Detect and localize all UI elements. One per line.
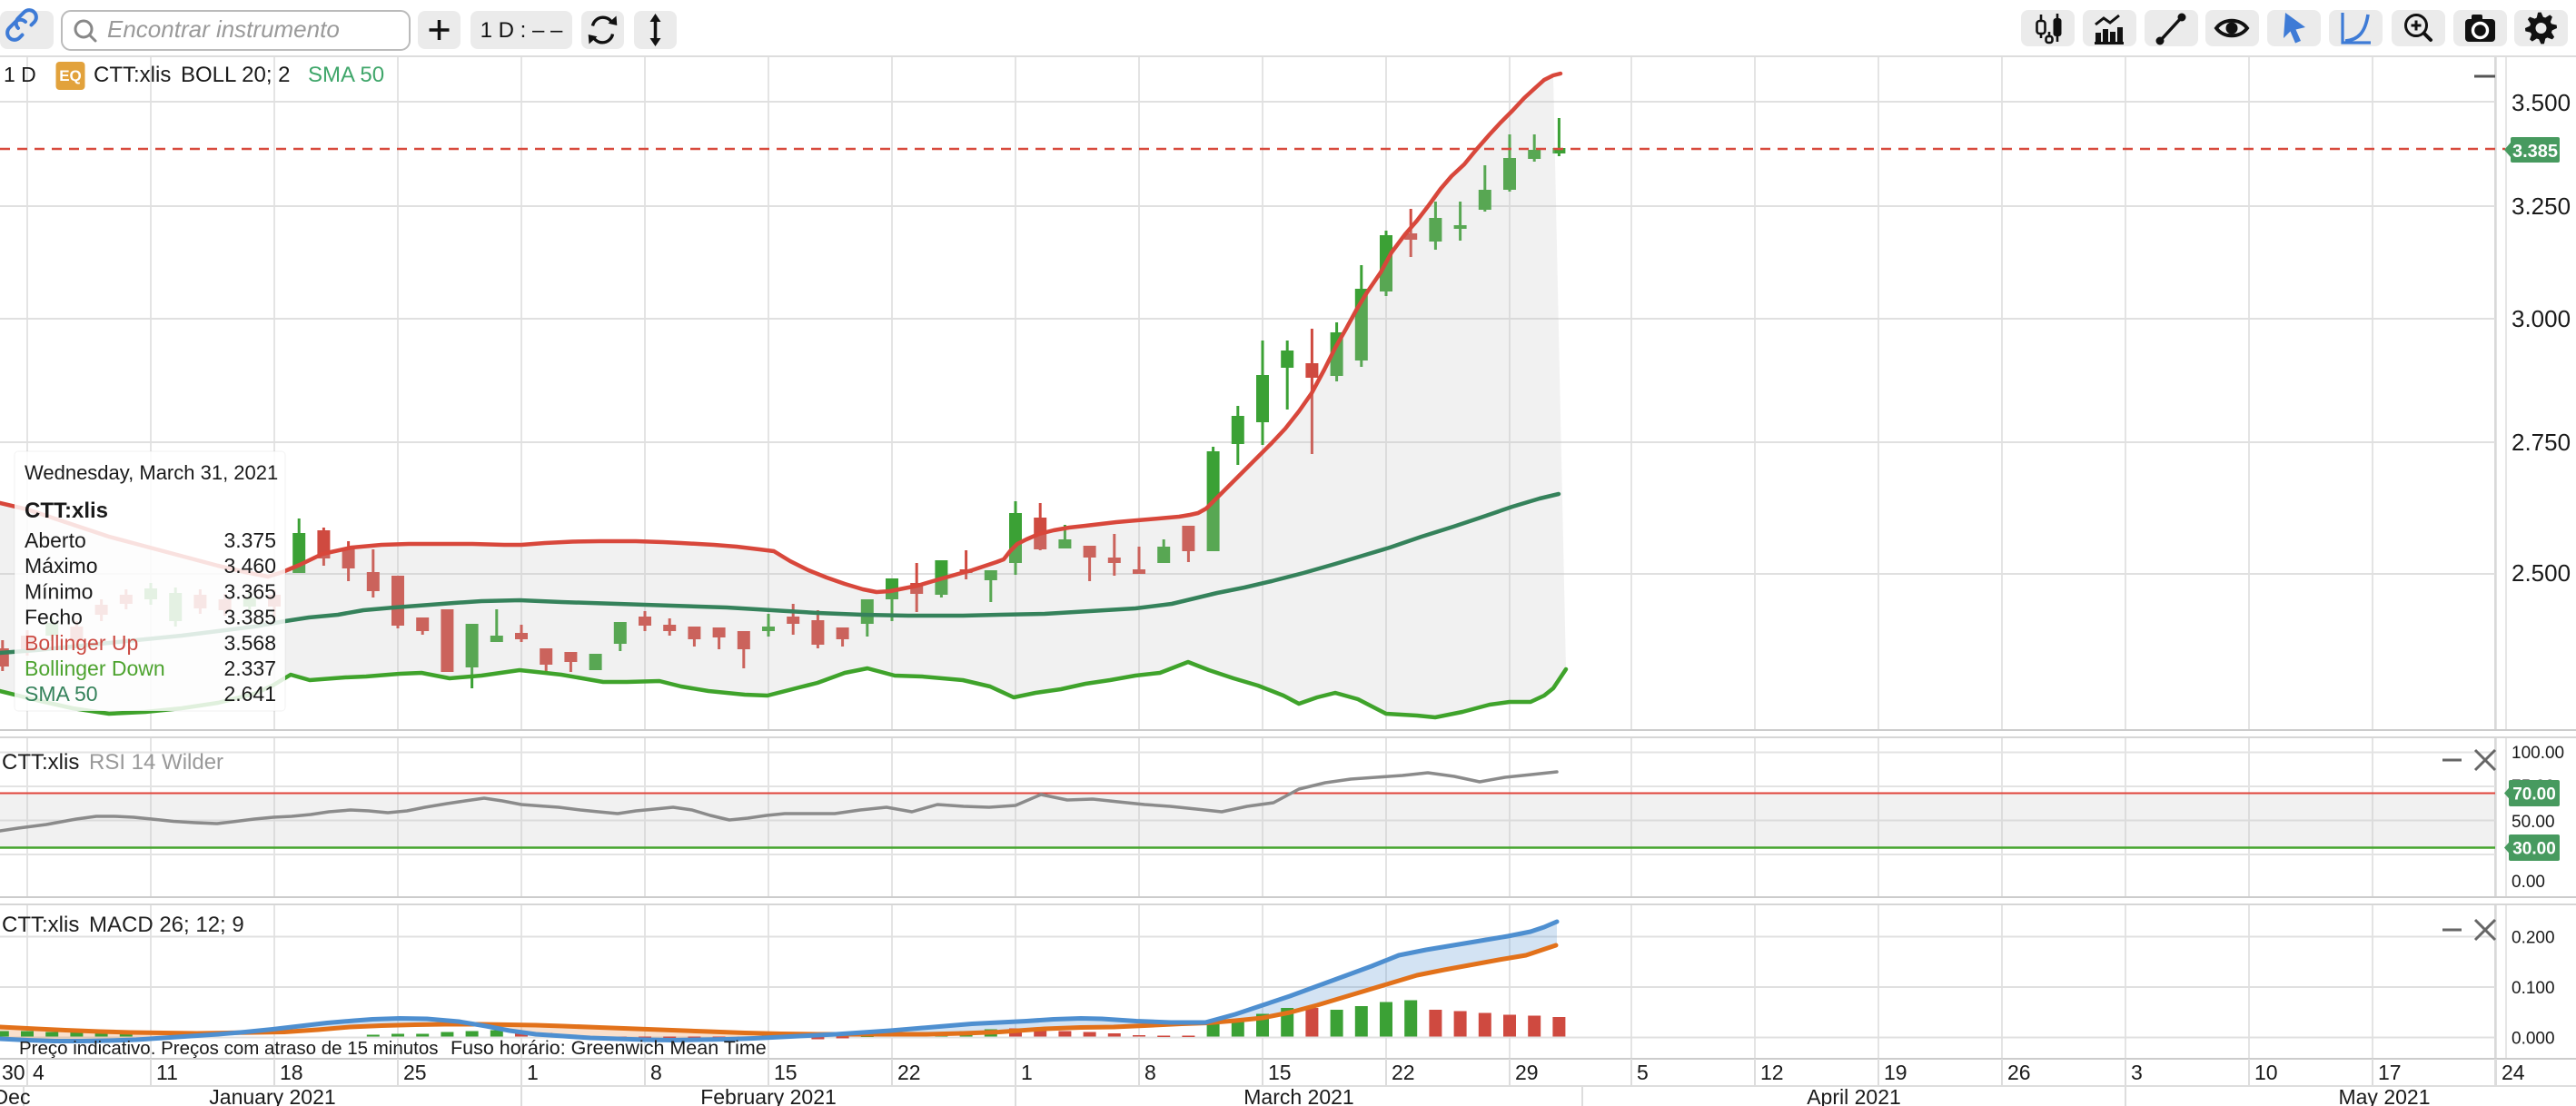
svg-text:Fuso horário: Greenwich Mean T: Fuso horário: Greenwich Mean Time: [451, 1037, 767, 1059]
svg-text:1 D: 1 D: [4, 63, 36, 86]
svg-text:3.500: 3.500: [2512, 89, 2571, 116]
svg-text:3: 3: [2131, 1061, 2143, 1084]
svg-text:8: 8: [1144, 1061, 1156, 1084]
svg-text:15: 15: [1268, 1061, 1292, 1084]
svg-text:Dec: Dec: [0, 1085, 30, 1106]
svg-text:3.000: 3.000: [2512, 305, 2571, 332]
svg-text:22: 22: [1392, 1061, 1415, 1084]
svg-text:Fecho: Fecho: [25, 606, 83, 629]
svg-text:0.00: 0.00: [2512, 873, 2545, 892]
svg-text:30: 30: [2, 1061, 25, 1084]
svg-text:100.00: 100.00: [2512, 744, 2564, 763]
svg-text:0.200: 0.200: [2512, 929, 2555, 948]
svg-text:March 2021: March 2021: [1243, 1085, 1353, 1106]
svg-text:3.385: 3.385: [2512, 142, 2558, 162]
svg-text:SMA 50: SMA 50: [25, 682, 98, 706]
svg-text:3.385: 3.385: [223, 606, 276, 629]
svg-text:25: 25: [403, 1061, 427, 1084]
svg-text:1: 1: [1021, 1061, 1033, 1084]
svg-text:2.750: 2.750: [2512, 429, 2571, 456]
svg-text:3.568: 3.568: [223, 631, 276, 655]
svg-text:18: 18: [280, 1061, 303, 1084]
svg-text:10: 10: [2254, 1061, 2278, 1084]
svg-text:24: 24: [2502, 1061, 2525, 1084]
svg-text:Preço indicativo. Preços com a: Preço indicativo. Preços com atraso de 1…: [19, 1038, 438, 1059]
svg-text:EQ: EQ: [59, 67, 82, 84]
svg-text:15: 15: [774, 1061, 798, 1084]
svg-text:22: 22: [897, 1061, 921, 1084]
svg-text:CTT:xlis: CTT:xlis: [94, 63, 171, 87]
svg-text:50.00: 50.00: [2512, 813, 2555, 832]
svg-text:1 D : – –: 1 D : – –: [481, 18, 563, 43]
svg-text:12: 12: [1760, 1061, 1784, 1084]
svg-text:May 2021: May 2021: [2338, 1085, 2430, 1106]
svg-text:SMA 50: SMA 50: [308, 63, 384, 87]
svg-text:17: 17: [2378, 1061, 2402, 1084]
svg-text:February 2021: February 2021: [700, 1085, 837, 1106]
svg-text:2.500: 2.500: [2512, 559, 2571, 587]
svg-text:26: 26: [2007, 1061, 2031, 1084]
svg-text:Aberto: Aberto: [25, 528, 86, 552]
svg-text:Bollinger Down: Bollinger Down: [25, 657, 165, 680]
svg-text:CTT:xlis: CTT:xlis: [25, 499, 108, 523]
svg-text:3.460: 3.460: [223, 554, 276, 578]
svg-text:8: 8: [650, 1061, 662, 1084]
svg-text:30.00: 30.00: [2512, 840, 2556, 859]
svg-text:Mínimo: Mínimo: [25, 579, 93, 603]
svg-text:0.000: 0.000: [2512, 1030, 2555, 1049]
svg-text:April 2021: April 2021: [1807, 1085, 1901, 1106]
svg-text:4: 4: [33, 1061, 45, 1084]
svg-text:RSI 14 Wilder: RSI 14 Wilder: [89, 750, 223, 775]
svg-text:0.100: 0.100: [2512, 979, 2555, 998]
svg-text:3.375: 3.375: [223, 528, 276, 552]
svg-text:2.337: 2.337: [223, 657, 276, 680]
svg-text:5: 5: [1637, 1061, 1649, 1084]
svg-text:3.250: 3.250: [2512, 193, 2571, 220]
svg-text:CTT:xlis: CTT:xlis: [2, 913, 79, 937]
svg-text:Encontrar instrumento: Encontrar instrumento: [107, 15, 340, 43]
svg-text:January 2021: January 2021: [209, 1085, 335, 1106]
svg-text:11: 11: [156, 1061, 178, 1084]
svg-text:Máximo: Máximo: [25, 554, 98, 578]
svg-text:Bollinger Up: Bollinger Up: [25, 631, 138, 655]
svg-text:70.00: 70.00: [2512, 785, 2556, 805]
svg-text:Wednesday, March 31, 2021: Wednesday, March 31, 2021: [25, 461, 278, 484]
svg-text:BOLL 20; 2: BOLL 20; 2: [181, 63, 291, 87]
svg-text:3.365: 3.365: [223, 579, 276, 603]
svg-text:29: 29: [1515, 1061, 1539, 1084]
svg-text:CTT:xlis: CTT:xlis: [2, 750, 79, 775]
svg-text:2.641: 2.641: [223, 682, 276, 706]
svg-text:1: 1: [527, 1061, 539, 1084]
svg-text:MACD 26; 12; 9: MACD 26; 12; 9: [89, 913, 244, 937]
svg-text:19: 19: [1884, 1061, 1907, 1084]
